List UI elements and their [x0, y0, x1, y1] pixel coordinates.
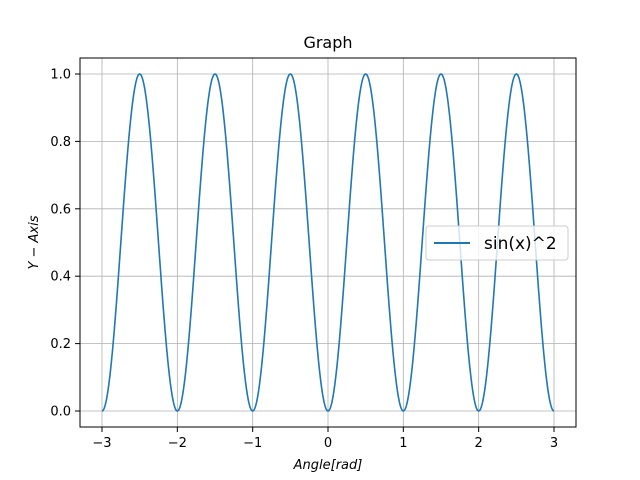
chart-title: Graph [303, 33, 352, 52]
x-tick-label: −2 [168, 436, 187, 451]
plot-area [101, 73, 555, 412]
y-axis-title: Y − Axis [27, 215, 42, 269]
x-tick-label: −3 [92, 436, 111, 451]
y-tick-label: 0.0 [50, 405, 71, 420]
x-tick-label: 3 [550, 436, 558, 451]
grid [80, 58, 576, 427]
x-tick-label: 0 [324, 436, 332, 451]
legend-box [425, 225, 569, 261]
y-tick-label: 1.0 [50, 68, 71, 83]
y-tick-label: 0.4 [50, 270, 71, 285]
y-tick-label: 0.2 [50, 337, 71, 352]
x-tick-label: 2 [475, 436, 483, 451]
x-tick-label: −1 [243, 436, 262, 451]
x-axis-title: Angle[rad] [293, 458, 363, 473]
y-tick-label: 0.6 [50, 202, 71, 217]
y-tick-label: 0.8 [50, 135, 71, 150]
series-line-sin-x-squared [101, 73, 555, 412]
ticks: −3 −2 −1 0 1 2 3 0.0 0.2 0.4 0.6 0.8 1.0 [50, 68, 558, 452]
legend: sin(x)^2 [425, 225, 569, 261]
x-tick-label: 1 [399, 436, 407, 451]
legend-label: sin(x)^2 [484, 234, 557, 254]
